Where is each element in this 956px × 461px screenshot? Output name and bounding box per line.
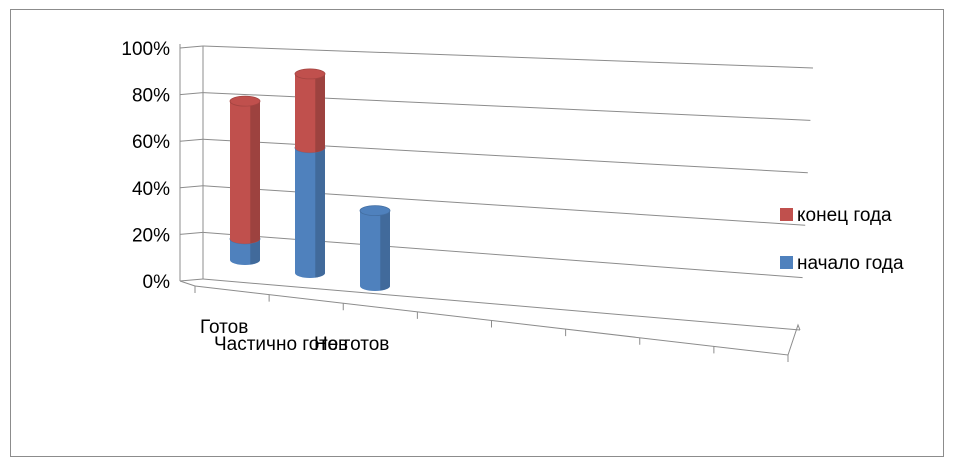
- gridline-1: [202, 231, 803, 279]
- y-tick-label-2: 40%: [132, 179, 170, 200]
- bar-cap-2-0: [359, 205, 391, 217]
- bar-cap-0-1: [229, 95, 261, 107]
- gridlines: [179, 45, 814, 331]
- bar-2-series-0: [359, 205, 391, 291]
- gridline-0: [202, 278, 801, 331]
- bar-1-series-0: [294, 142, 326, 278]
- gridline-4: [202, 92, 811, 121]
- legend-swatch-0: [780, 208, 793, 221]
- bar-shade-1-0: [315, 147, 325, 278]
- legend-label-0: конец года: [797, 205, 892, 226]
- legend-swatch-1: [780, 256, 793, 269]
- chart-frame: [10, 9, 944, 457]
- bar-1-series-1: [294, 68, 326, 153]
- y-tick-label-4: 80%: [132, 86, 170, 107]
- side-wall-grid-4: [179, 92, 204, 96]
- y-tick-labels: 0% 20% 40% 60% 80% 100%: [121, 39, 170, 293]
- y-tick-label-0: 0%: [143, 272, 171, 293]
- y-tick-label-5: 100%: [121, 39, 170, 60]
- bar-cap-1-1: [294, 68, 326, 80]
- axes: [179, 44, 801, 362]
- gridline-5: [202, 45, 814, 69]
- side-wall-grid-3: [179, 138, 204, 142]
- gridline-3: [202, 138, 808, 174]
- gridline-2: [202, 185, 806, 226]
- bar-shade-0-1: [250, 101, 260, 244]
- legend: конец года начало года: [780, 205, 904, 274]
- x-tick-label-1: Частично готов: [214, 334, 348, 355]
- y-tick-label-1: 20%: [132, 225, 170, 246]
- side-wall-grid-0: [179, 278, 204, 282]
- x-tick-label-2: Не готов: [314, 334, 389, 355]
- bar-shade-0-0: [250, 238, 260, 265]
- side-wall-grid-1: [179, 231, 204, 235]
- legend-label-1: начало года: [797, 253, 904, 274]
- floor-left-edge: [179, 280, 196, 287]
- bar-shade-1-1: [315, 73, 325, 153]
- y-tick-label-3: 60%: [132, 132, 170, 153]
- bar-0-series-1: [229, 95, 261, 244]
- side-wall-grid-2: [179, 185, 204, 189]
- x-tick-label-0: Готов: [200, 317, 248, 338]
- side-wall-grid-5: [179, 45, 204, 49]
- bar-shade-2-0: [380, 210, 390, 291]
- bars: [229, 68, 391, 291]
